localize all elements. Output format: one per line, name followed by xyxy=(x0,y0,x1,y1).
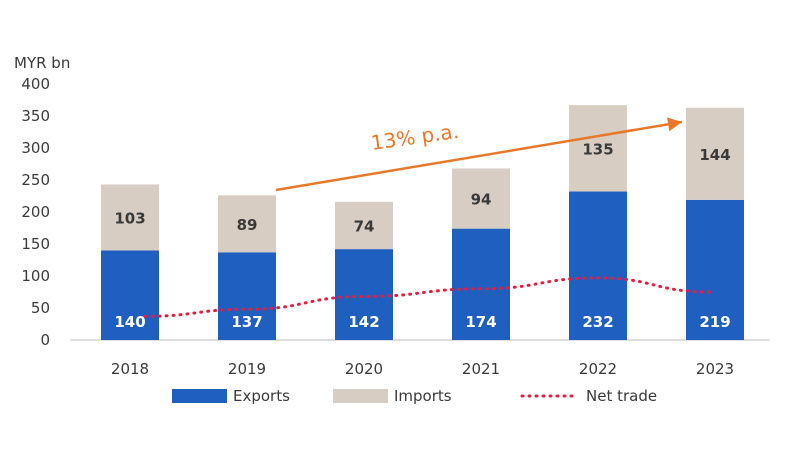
bar-exports-2020 xyxy=(335,249,393,340)
annotation-label: 13% p.a. xyxy=(369,119,460,155)
data-label-imports-2022: 135 xyxy=(582,140,613,158)
bar-imports-2018 xyxy=(101,184,159,251)
x-tick-label-2021: 2021 xyxy=(462,360,500,378)
bar-exports-2021 xyxy=(452,228,510,340)
y-tick-label: 150 xyxy=(21,235,50,253)
y-tick-label: 200 xyxy=(21,203,50,221)
y-tick-label: 0 xyxy=(40,331,50,349)
data-label-exports-2018: 140 xyxy=(114,313,145,331)
bar-exports-2022 xyxy=(569,191,627,340)
y-axis: 0 50 100 150 200 250 300 350 400 xyxy=(21,75,770,349)
bar-exports-2019 xyxy=(218,252,276,340)
bar-imports-2022 xyxy=(569,105,627,192)
annotation-arrow-head xyxy=(667,117,682,132)
x-tick-label-2019: 2019 xyxy=(228,360,266,378)
bar-imports-2023 xyxy=(686,107,744,200)
x-tick-label-2023: 2023 xyxy=(696,360,734,378)
x-axis: 2018 2019 2020 2021 2022 2023 xyxy=(111,360,734,378)
y-tick-label: 100 xyxy=(21,267,50,285)
data-label-imports-2023: 144 xyxy=(699,146,730,164)
y-tick-label: 400 xyxy=(21,75,50,93)
data-label-imports-2018: 103 xyxy=(114,209,145,227)
legend-swatch-imports xyxy=(333,389,388,403)
y-tick-label: 50 xyxy=(31,299,50,317)
bar-imports-2019 xyxy=(218,195,276,253)
y-tick-label: 250 xyxy=(21,171,50,189)
legend-swatch-exports xyxy=(172,389,227,403)
x-tick-label-2018: 2018 xyxy=(111,360,149,378)
data-label-imports-2020: 74 xyxy=(354,217,375,235)
legend-label-imports: Imports xyxy=(394,387,452,405)
data-label-imports-2021: 94 xyxy=(471,191,492,209)
annotation-arrow-line xyxy=(275,120,683,192)
bar-imports-2021 xyxy=(452,168,510,229)
x-tick-label-2020: 2020 xyxy=(345,360,383,378)
net-trade-series xyxy=(143,276,712,318)
bar-exports-2023 xyxy=(686,199,744,340)
bars: 140 103 137 89 142 74 174 94 232 135 219 144 xyxy=(101,105,744,340)
data-label-exports-2019: 137 xyxy=(231,313,262,331)
data-label-exports-2020: 142 xyxy=(348,313,379,331)
y-tick-label: 300 xyxy=(21,139,50,157)
y-axis-label: MYR bn xyxy=(14,54,70,72)
y-tick-label: 350 xyxy=(21,107,50,125)
legend: Exports Imports Net trade xyxy=(172,387,657,405)
x-tick-label-2022: 2022 xyxy=(579,360,617,378)
data-label-exports-2021: 174 xyxy=(465,313,496,331)
data-label-imports-2019: 89 xyxy=(237,216,258,234)
legend-label-net-trade: Net trade xyxy=(586,387,657,405)
legend-label-exports: Exports xyxy=(233,387,290,405)
data-label-exports-2022: 232 xyxy=(582,313,613,331)
bar-exports-2018 xyxy=(101,250,159,340)
data-label-exports-2023: 219 xyxy=(699,313,730,331)
bar-imports-2020 xyxy=(335,201,393,250)
